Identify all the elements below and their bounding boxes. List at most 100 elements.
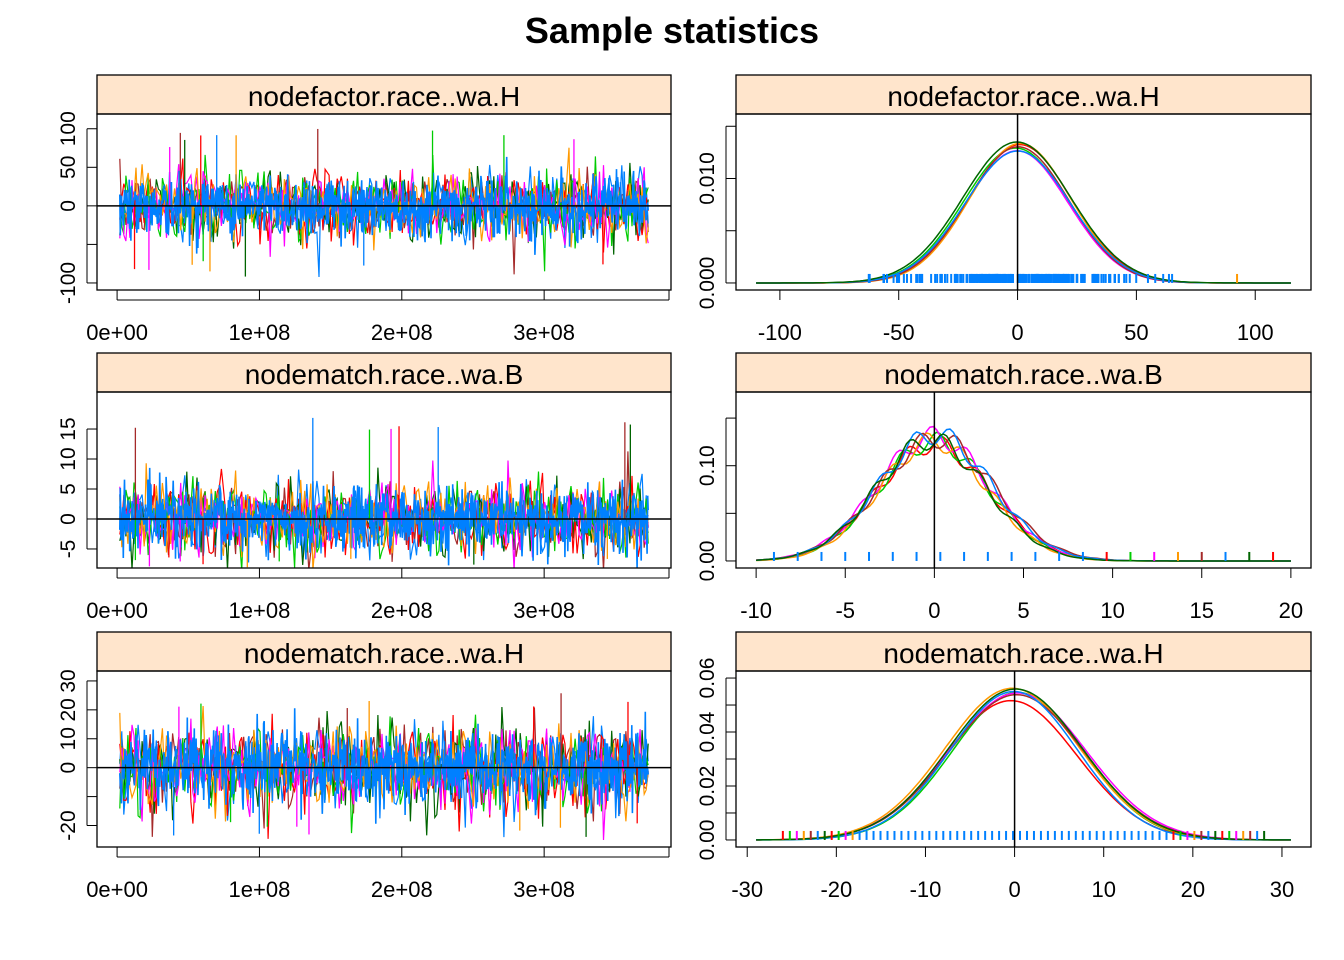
density-curve-chain-3 [756,425,1291,562]
density-curve-chain-5 [756,432,1291,562]
x-tick-label: 15 [1190,598,1214,623]
x-tick-label: 10 [1100,598,1124,623]
plot-frame [735,670,1312,848]
plot-frame [96,391,672,569]
x-axis: -100 -50 0 50 100 [758,290,1274,345]
data-layer [119,417,649,568]
y-axis: 0.000 0.010 [696,125,736,310]
panel-4-density: nodematch.race..wa.B -10 -5 0 5 10 15 20 0.00 0.1… [696,352,1312,623]
density-curve-chain-7 [756,688,1291,841]
panel-6-density: nodematch.race..wa.H -30 -20 -10 0 10 20 30 0.00… [696,631,1312,902]
x-tick-label: 3e+08 [513,598,575,623]
y-axis: -100 0 50 100 [57,111,97,304]
x-tick-label: -20 [820,877,852,902]
data-layer [119,128,649,278]
density-curve-chain-3 [756,149,1291,284]
density-curve-chain-6 [756,150,1291,284]
strip-title: nodefactor.race..wa.H [887,81,1159,112]
y-tick-label: 30 [57,669,80,692]
x-tick-label: 30 [1270,877,1294,902]
x-axis: 0e+00 1e+08 2e+08 3e+08 [86,847,670,902]
x-tick-label: 1e+08 [229,877,291,902]
x-tick-label: 100 [1237,320,1274,345]
density-curve-chain-1 [756,699,1291,841]
y-tick-label: -5 [57,540,80,559]
plot-frame [96,670,672,848]
y-tick-label: 15 [57,417,80,440]
trace-line-main-chain [119,708,649,824]
x-tick-label: 0e+00 [86,320,148,345]
density-curve-chain-7 [756,141,1291,284]
y-tick-label: 0.04 [696,711,719,752]
density-curve-chain-4 [756,687,1291,841]
trace-line-main-chain [119,156,649,255]
strip-title: nodematch.race..wa.H [883,638,1163,669]
x-tick-label: -50 [883,320,915,345]
x-tick-label: 0 [928,598,940,623]
strip-title: nodematch.race..wa.B [884,359,1163,390]
y-tick-label: 5 [57,483,80,495]
strip-title: nodefactor.race..wa.H [248,81,520,112]
x-tick-label: 20 [1181,877,1205,902]
y-tick-label: 0.00 [696,541,719,582]
strip-background [96,352,672,393]
y-tick-label: 20 [57,698,80,721]
y-tick-label: 0.00 [696,820,719,861]
density-curve-chain-7 [756,433,1291,562]
y-axis: 0.00 0.02 0.04 0.06 [696,658,736,861]
trace-line-main-chain [119,467,649,568]
panel-1-trace: nodefactor.race..wa.H 0e+00 1e+08 2e+08 3e+0… [57,74,672,345]
x-tick-label: 10 [1091,877,1115,902]
strip-title: nodematch.race..wa.H [244,638,524,669]
x-tick-label: 3e+08 [513,877,575,902]
y-axis: -20 0 10 20 30 [57,669,97,841]
x-axis: 0e+00 1e+08 2e+08 3e+08 [86,290,670,345]
data-layer [119,693,649,841]
x-tick-label: 0e+00 [86,598,148,623]
y-tick-label: 0.000 [696,257,719,310]
panel-3-trace: nodematch.race..wa.B 0e+00 1e+08 2e+08 3e+08… [57,352,672,623]
x-tick-label: 1e+08 [229,598,291,623]
y-tick-label: 10 [57,447,80,470]
x-tick-label: 3e+08 [513,320,575,345]
y-tick-label: 10 [57,727,80,750]
panel-5-trace: nodematch.race..wa.H 0e+00 1e+08 2e+08 3e+08… [57,631,672,902]
x-tick-label: 1e+08 [229,320,291,345]
data-layer [756,687,1291,841]
x-tick-label: 2e+08 [371,877,433,902]
density-curve-chain-4 [756,142,1291,284]
x-axis: 0e+00 1e+08 2e+08 3e+08 [86,568,670,623]
y-axis: 0.00 0.10 [696,417,736,582]
y-tick-label: 50 [57,156,80,179]
data-layer [756,425,1291,562]
density-curve-chain-4 [756,432,1291,562]
plot-frame [735,113,1312,291]
strip-title: nodematch.race..wa.B [245,359,524,390]
density-curve-chain-1 [756,436,1291,562]
x-tick-label: 0 [1011,320,1023,345]
y-tick-label: -100 [57,262,80,304]
x-tick-label: 50 [1124,320,1148,345]
page-title: Sample statistics [524,10,820,51]
strip-background [96,74,672,115]
y-tick-label: 0 [57,513,80,525]
density-curve-chain-6 [756,428,1291,562]
y-tick-label: 0 [57,200,80,212]
x-axis: -10 -5 0 5 10 15 20 [740,568,1303,623]
x-tick-label: 20 [1279,598,1303,623]
x-tick-label: -10 [910,877,942,902]
panel-2-density: nodefactor.race..wa.H-100 -50 0 50 1000.0000… [696,74,1312,345]
density-curve-chain-5 [756,146,1291,284]
x-tick-label: 2e+08 [371,598,433,623]
y-tick-label: 0.06 [696,658,719,699]
density-curve-chain-1 [756,143,1291,284]
density-curve-chain-2 [756,147,1291,284]
density-curve-chain-2 [756,431,1291,562]
y-axis: -5 0 5 10 15 [57,417,97,558]
y-tick-label: 0 [57,762,80,774]
x-tick-label: -10 [740,598,772,623]
y-tick-label: -20 [57,810,80,840]
y-tick-label: 0.010 [696,152,719,205]
y-tick-label: 100 [57,111,80,146]
